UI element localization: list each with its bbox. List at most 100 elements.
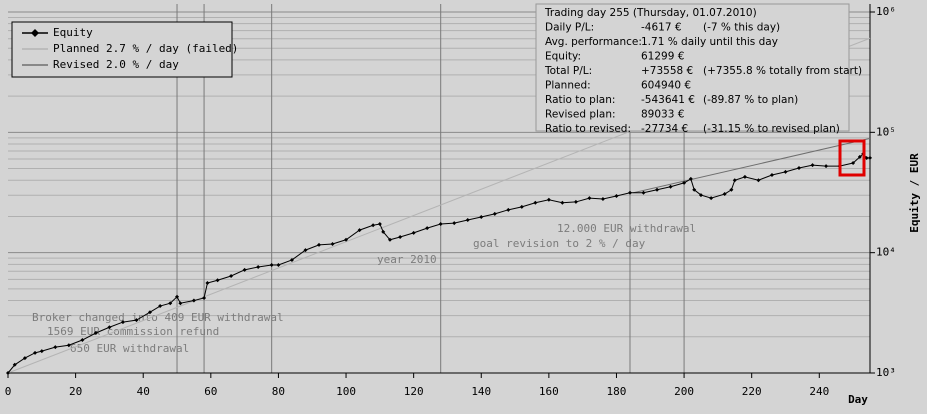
annotation: 12.000 EUR withdrawal	[557, 222, 696, 235]
point	[175, 294, 180, 299]
x-tick-label: 240	[809, 385, 829, 398]
x-tick-label: 220	[742, 385, 762, 398]
point	[465, 217, 470, 222]
info-cell: Ratio to plan:	[545, 94, 615, 106]
point	[797, 166, 802, 171]
info-cell: -4617 €	[641, 22, 682, 34]
point	[688, 176, 693, 181]
point	[53, 345, 58, 350]
point	[276, 262, 281, 267]
point	[256, 265, 261, 270]
point	[381, 229, 386, 234]
x-tick-label: 100	[336, 385, 356, 398]
point	[452, 221, 457, 226]
point	[215, 278, 220, 283]
annotation: 1569 EUR commission refund	[47, 325, 219, 338]
point	[303, 248, 308, 253]
point	[614, 193, 619, 198]
point	[80, 338, 85, 343]
point	[289, 257, 294, 262]
point	[22, 356, 27, 361]
point	[732, 178, 737, 183]
point	[168, 301, 173, 306]
point	[242, 267, 247, 272]
point	[868, 155, 872, 160]
info-cell: (-31.15 % to revised plan)	[703, 123, 840, 135]
x-tick-label: 120	[404, 385, 424, 398]
point	[191, 298, 196, 303]
y-tick-label: 10⁶	[876, 5, 896, 18]
x-tick-label: 60	[204, 385, 217, 398]
point	[668, 184, 673, 189]
point	[33, 350, 38, 355]
x-axis-label: Day	[848, 393, 868, 406]
annotation: 650 EUR withdrawal	[70, 342, 189, 355]
point	[769, 173, 774, 178]
point	[387, 237, 392, 242]
point	[709, 196, 714, 201]
info-cell: Equity:	[545, 51, 581, 63]
point	[722, 192, 727, 197]
point	[269, 262, 274, 267]
legend-label: Revised 2.0 % / day	[53, 58, 179, 71]
point	[729, 187, 734, 192]
point	[824, 164, 829, 169]
info-title: Trading day 255 (Thursday, 01.07.2010)	[544, 7, 757, 19]
info-cell: 61299 €	[641, 51, 684, 63]
x-tick-label: 200	[674, 385, 694, 398]
info-cell: (-89.87 % to plan)	[703, 94, 798, 106]
info-cell: Planned:	[545, 80, 591, 92]
x-tick-label: 160	[539, 385, 559, 398]
series-line	[633, 137, 871, 194]
legend-box	[11, 21, 233, 78]
point	[573, 199, 578, 204]
info-cell: Total P/L:	[544, 65, 592, 77]
y-tick-label: 10³	[876, 366, 896, 379]
point	[698, 193, 703, 198]
x-tick-label: 80	[272, 385, 285, 398]
annotation: year 2010	[377, 253, 437, 266]
point	[864, 155, 869, 160]
point	[316, 242, 321, 247]
info-cell: +73558 €	[641, 65, 693, 77]
y-axis-label: Equity / EUR	[908, 153, 921, 233]
point	[810, 163, 815, 168]
point	[641, 190, 646, 195]
annotation: goal revision to 2 % / day	[473, 237, 646, 250]
point	[330, 242, 335, 247]
y-tick-label: 10⁵	[876, 125, 896, 138]
point	[587, 196, 592, 201]
series-line	[7, 153, 871, 374]
x-tick-label: 0	[5, 385, 12, 398]
x-tick-label: 40	[137, 385, 150, 398]
point	[93, 330, 98, 335]
point	[479, 214, 484, 219]
point	[506, 207, 511, 212]
point	[205, 280, 210, 285]
point	[438, 222, 443, 227]
point	[344, 237, 349, 242]
legend-label: Equity	[53, 26, 93, 39]
info-box	[535, 3, 850, 132]
point	[371, 223, 376, 228]
info-cell: 604940 €	[641, 80, 691, 92]
point	[533, 200, 538, 205]
point	[492, 211, 497, 216]
info-cell: Ratio to revised:	[545, 123, 631, 135]
info-cell: 89033 €	[641, 109, 684, 121]
info-cell: Revised plan:	[545, 109, 616, 121]
highlight-box	[838, 139, 866, 177]
point	[692, 187, 697, 192]
point	[6, 371, 10, 375]
point	[627, 190, 632, 195]
info-cell: Avg. performance:	[545, 36, 642, 48]
point	[519, 204, 524, 209]
x-tick-label: 20	[69, 385, 82, 398]
info-cell: (-7 % this day)	[703, 22, 780, 34]
point	[756, 178, 761, 183]
info-cell: 1.71 % daily until this day	[641, 36, 778, 48]
point	[600, 197, 605, 202]
info-cell: (+7355.8 % totally from start)	[703, 65, 862, 77]
x-tick-label: 140	[471, 385, 491, 398]
